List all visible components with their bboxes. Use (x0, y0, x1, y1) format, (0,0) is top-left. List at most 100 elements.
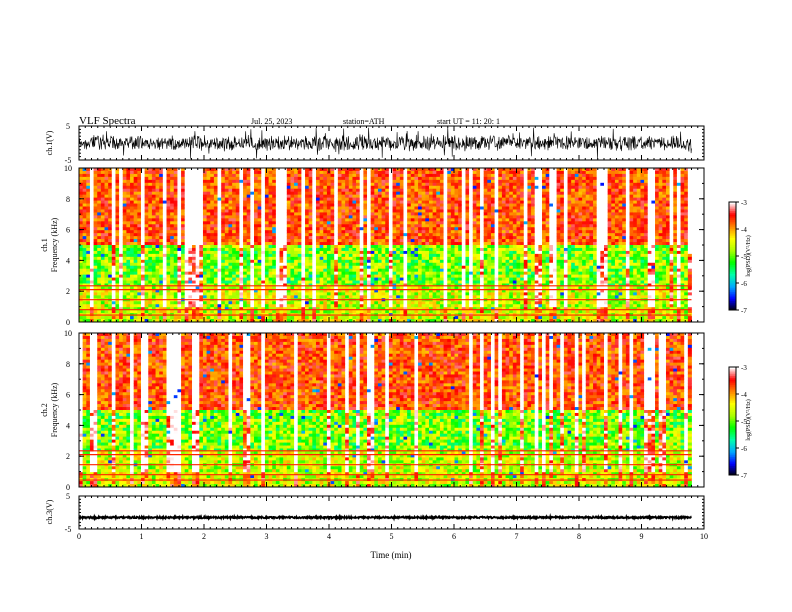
spectrogram-cell (199, 218, 204, 222)
spectrogram-cell (181, 316, 186, 320)
spectrogram-cell (140, 316, 146, 320)
spectrogram-cell (170, 286, 175, 290)
spectrogram-cell (279, 247, 284, 252)
spectrogram-cell (367, 262, 372, 267)
spectrogram-cell (184, 233, 189, 237)
spectrogram-cell (202, 168, 208, 172)
spectrogram-cell (290, 170, 295, 175)
spectrogram-cell (188, 206, 193, 210)
spectrogram-cell (319, 242, 324, 246)
spectrogram-cell (213, 206, 218, 210)
spectrogram-cell (330, 185, 335, 190)
spectrogram-cell (286, 168, 291, 172)
spectrogram-cell (294, 242, 299, 246)
spectrogram-cell (151, 286, 156, 290)
spectrogram-cell (122, 310, 127, 314)
spectrogram-cell (213, 173, 218, 178)
spectrogram-cell (407, 176, 412, 181)
spectrogram-cell (275, 316, 280, 320)
spectrogram-cell (221, 289, 226, 293)
spectrogram-cell (334, 268, 339, 273)
spectrogram-cell (392, 194, 397, 199)
spectrogram-cell (275, 200, 280, 204)
spectrogram-cell (151, 209, 156, 213)
spectrogram-cell (126, 259, 131, 264)
spectrogram-cell (140, 292, 146, 296)
spectrogram-cell (155, 274, 160, 278)
spectrogram-cell (254, 176, 259, 181)
spectrogram-cell (352, 179, 357, 184)
spectrogram-cell (315, 209, 321, 213)
spectrogram-cell (334, 221, 339, 225)
spectrogram-cell (275, 256, 280, 261)
spectrogram-cell (140, 197, 146, 201)
spectrogram-cell (363, 250, 368, 255)
spectrogram-cell (286, 218, 291, 222)
spectrogram-cell (126, 277, 131, 281)
spectrogram-cell (111, 197, 116, 201)
spectrogram-cell (308, 262, 313, 267)
spectrogram-cell (151, 239, 156, 243)
spectrogram-cell (392, 188, 397, 193)
spectrogram-cell (173, 307, 178, 311)
spectrogram-cell (257, 212, 262, 216)
spectrogram-cell (130, 283, 135, 287)
spectrogram-cell (100, 185, 105, 190)
spectrogram-cell (162, 182, 167, 187)
spectrogram-cell (283, 292, 288, 296)
spectrogram-cell (407, 170, 412, 175)
spectrogram-cell (104, 197, 109, 201)
spectrogram-cell (275, 289, 280, 293)
spectrogram-cell (235, 310, 240, 314)
spectrogram-cell (388, 215, 393, 219)
spectrogram-cell (239, 316, 244, 320)
spectrogram-cell (166, 277, 171, 281)
spectrogram-cell (210, 197, 215, 201)
spectrogram-cell (275, 173, 280, 178)
spectrogram-cell (286, 203, 291, 207)
spectrogram-cell (275, 245, 280, 249)
spectrogram-cell (407, 239, 412, 243)
spectrogram-cell (257, 242, 262, 246)
spectrogram-cell (79, 191, 84, 196)
spectrogram-cell (297, 280, 302, 284)
spectrogram-cell (137, 262, 142, 267)
spectrogram-cell (250, 265, 255, 270)
spectrogram-cell (140, 194, 146, 199)
spectrogram-cell (356, 179, 361, 184)
spectrogram-cell (290, 188, 295, 193)
spectrogram-cell (228, 224, 233, 228)
spectrogram-cell (264, 185, 269, 190)
spectrogram-cell (396, 265, 401, 270)
spectrogram-cell (407, 185, 412, 190)
spectrogram-cell (184, 253, 189, 258)
spectrogram-cell (297, 197, 302, 201)
spectrogram-cell (341, 245, 346, 249)
spectrogram-cell (195, 227, 200, 231)
spectrogram-cell (367, 194, 372, 199)
spectrogram-cell (352, 173, 357, 178)
spectrogram-cell (140, 277, 146, 281)
spectrogram-cell (286, 274, 291, 278)
spectrogram-cell (388, 191, 393, 196)
spectrogram-cell (385, 245, 390, 249)
spectrogram-cell (323, 233, 328, 237)
spectrogram-cell (250, 307, 255, 311)
spectrogram-cell (181, 283, 186, 287)
spectrogram-cell (345, 242, 350, 246)
spectrogram-cell (283, 218, 288, 222)
spectrogram-cell (217, 268, 222, 273)
spectrogram-cell (192, 283, 197, 287)
spectrogram-cell (319, 191, 324, 196)
spectrogram-cell (228, 271, 233, 276)
spectrogram-cell (294, 179, 299, 184)
spectrogram-cell (407, 221, 412, 225)
spectrogram-cell (297, 310, 302, 314)
spectrogram-cell (323, 319, 328, 323)
spectrogram-cell (337, 277, 342, 281)
spectrogram-cell (396, 262, 401, 267)
spectrogram-cell (137, 295, 142, 299)
spectrogram-cell (181, 170, 186, 175)
spectrogram-cell (363, 245, 368, 249)
spectrogram-cell (341, 209, 346, 213)
